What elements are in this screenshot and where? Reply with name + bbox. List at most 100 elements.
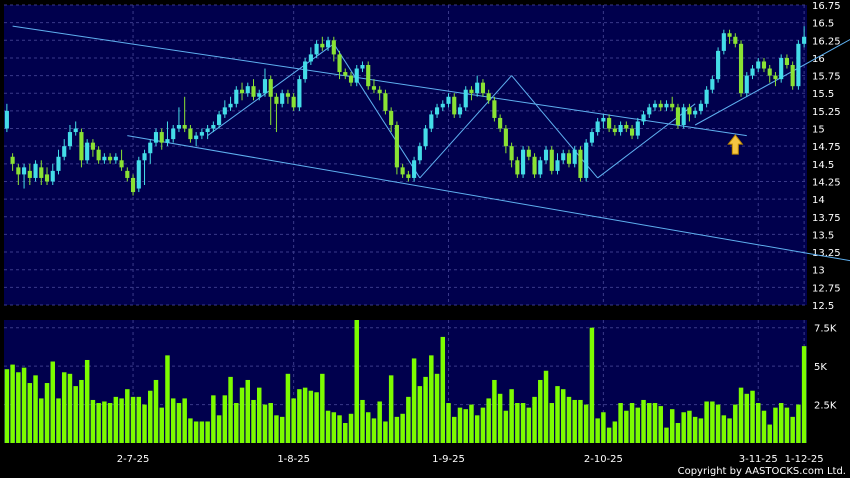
candle: [658, 100, 663, 111]
candle: [457, 103, 463, 118]
volume-bar: [67, 373, 73, 443]
candle-body: [331, 40, 336, 55]
volume-bar: [469, 404, 474, 443]
candle-body: [452, 96, 457, 115]
volume-bar: [727, 418, 732, 443]
volume-bar: [16, 372, 21, 443]
candle: [343, 68, 348, 80]
volume-bar: [503, 410, 509, 443]
arrow-annotation: [727, 134, 744, 155]
candle: [526, 146, 531, 161]
candle-body: [257, 93, 262, 97]
volume-bar: [33, 375, 38, 443]
candle-body: [744, 75, 749, 94]
candle-body: [423, 128, 428, 147]
candle: [612, 125, 617, 136]
price-tick-label: 13.75: [812, 213, 841, 224]
volume-bar: [790, 416, 795, 443]
volume-bar: [44, 383, 50, 443]
volume-bar: [629, 403, 635, 443]
candle: [90, 139, 95, 157]
candle-body: [280, 93, 285, 104]
candle-body: [440, 103, 445, 108]
candle: [618, 121, 623, 136]
candle: [417, 142, 422, 164]
volume-bar: [188, 418, 193, 443]
candle: [73, 121, 78, 136]
candle-body: [366, 65, 371, 87]
candle-body: [285, 93, 290, 97]
candle-body: [222, 107, 227, 115]
candle-body: [733, 36, 738, 44]
volume-bar: [84, 359, 90, 443]
volume-bar: [211, 395, 216, 443]
candle-body: [400, 167, 405, 175]
candle-body: [486, 93, 491, 101]
candle-body: [584, 142, 589, 178]
candle: [744, 72, 749, 97]
candle: [400, 163, 405, 178]
candle-body: [647, 107, 652, 115]
candle-body: [721, 33, 726, 51]
volume-bar: [486, 398, 491, 443]
volume-bar: [480, 407, 486, 443]
candle: [738, 40, 744, 97]
candle-body: [199, 132, 204, 136]
candle: [486, 89, 491, 104]
volume-bar: [10, 364, 15, 443]
volume-bar: [750, 390, 755, 443]
trendline: [12, 25, 747, 137]
volume-bar: [343, 423, 348, 443]
trendline: [694, 39, 850, 126]
candle: [750, 65, 755, 80]
candle: [182, 96, 187, 133]
candle: [578, 146, 583, 182]
price-tick-label: 14: [812, 195, 825, 206]
volume-bar: [165, 355, 170, 443]
candle: [326, 36, 331, 51]
candle-body: [262, 79, 268, 94]
volume-bar: [549, 403, 554, 443]
volume-tick-label: 2.5K: [814, 401, 837, 412]
trendline: [333, 43, 421, 179]
candle: [572, 146, 577, 168]
volume-bar: [377, 401, 382, 443]
candle-body: [526, 149, 531, 157]
candle-body: [469, 89, 474, 94]
volume-bar: [234, 403, 239, 443]
candle-body: [148, 142, 153, 154]
candle-body: [348, 75, 354, 83]
candle-body: [784, 57, 789, 65]
volume-bar: [635, 407, 641, 443]
candle: [142, 149, 147, 185]
candle: [85, 139, 90, 164]
candle: [543, 146, 549, 164]
candle-body: [802, 36, 807, 44]
candle: [796, 40, 801, 90]
copyright-text: Copyright by AASTOCKS.com Ltd.: [678, 466, 846, 477]
volume-bar: [796, 404, 801, 443]
candle: [27, 163, 32, 185]
volume-bar: [61, 372, 67, 443]
candle-body: [79, 132, 84, 161]
candle: [308, 47, 313, 65]
candle-body: [343, 72, 348, 76]
volume-tick-label: 7.5K: [814, 324, 837, 335]
candle-body: [274, 96, 279, 104]
candle-body: [354, 68, 359, 83]
volume-bar: [520, 403, 526, 443]
candle-body: [217, 114, 222, 125]
candle-body: [716, 50, 721, 80]
trendline: [511, 75, 599, 179]
candle: [50, 163, 55, 185]
candle: [245, 82, 250, 97]
volume-bar: [692, 416, 698, 443]
candle: [434, 103, 440, 118]
volume-bar: [130, 396, 136, 443]
candle-body: [33, 163, 38, 178]
candlesticks: [4, 26, 807, 196]
candle: [16, 163, 21, 185]
price-tick-label: 14.25: [812, 177, 841, 188]
candle-body: [595, 121, 600, 133]
